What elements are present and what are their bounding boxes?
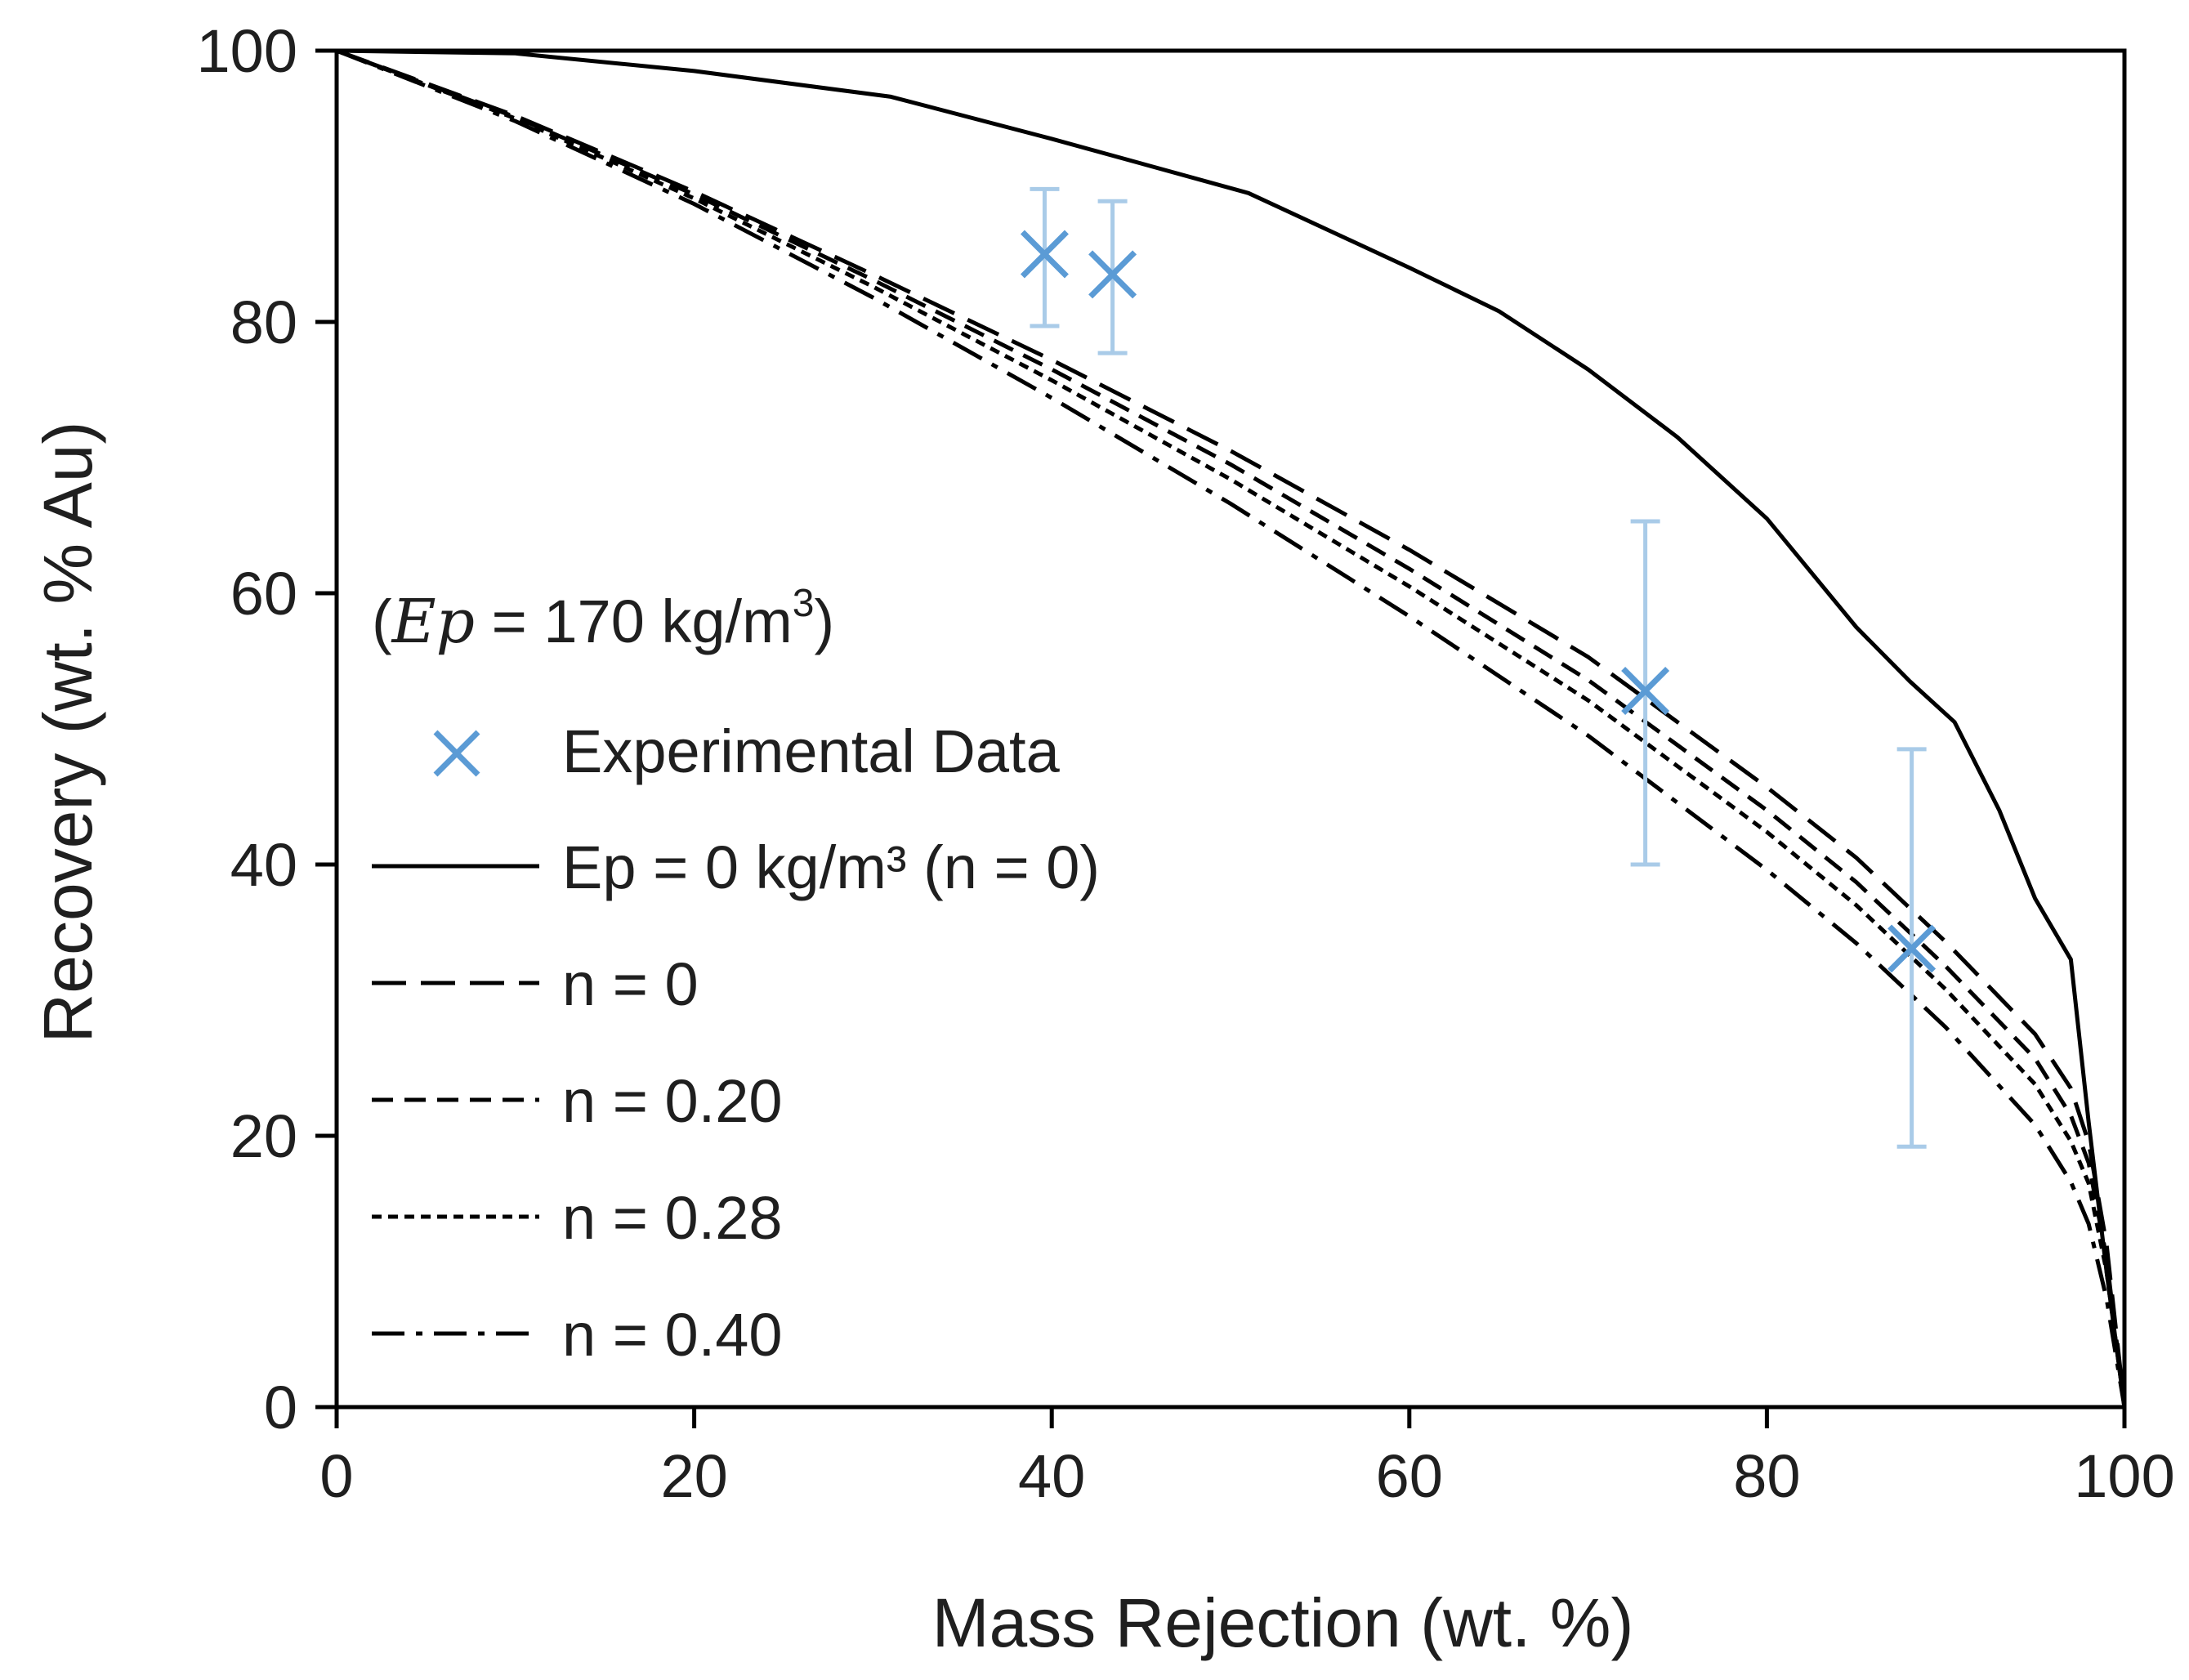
x-tick-label: 40	[1018, 1442, 1085, 1510]
y-tick-label: 20	[230, 1102, 297, 1170]
ep-annotation: (Ep = 170 kg/m3)	[372, 582, 834, 657]
legend: Experimental Data Ep = 0 kg/m³ (n = 0) n…	[372, 717, 1100, 1369]
x-axis-title: Mass Rejection (wt. %)	[932, 1584, 1634, 1661]
y-tick-label: 60	[230, 560, 297, 628]
x-tick-label: 60	[1376, 1442, 1443, 1510]
ep-annotation-superscript: 3	[793, 582, 815, 625]
ep-annotation-value: = 170 kg/m	[475, 588, 793, 655]
legend-label: n = 0.20	[562, 1067, 783, 1135]
x-marker	[1887, 924, 1937, 973]
experimental-point	[1020, 186, 1069, 328]
x-marker	[1088, 250, 1137, 299]
series-line-long-dash	[336, 48, 2127, 1408]
series-line-solid	[336, 48, 2127, 1408]
ep-annotation-close: )	[814, 588, 834, 655]
experimental-point	[1621, 519, 1670, 867]
legend-item-n-040: n = 0.40	[372, 1301, 783, 1369]
y-tick-label: 0	[264, 1374, 297, 1441]
legend-label: Experimental Data	[562, 717, 1061, 785]
legend-item-n-020: n = 0.20	[372, 1067, 783, 1135]
y-tick-label: 40	[230, 831, 297, 899]
x-tick-label: 100	[2074, 1442, 2174, 1510]
series-layer	[336, 48, 2127, 1408]
series-line-short-dash	[336, 48, 2127, 1408]
x-tick-label: 20	[660, 1442, 727, 1510]
y-axis-title: Recovery (wt. % Au)	[29, 422, 106, 1043]
legend-item-n-028: n = 0.28	[372, 1184, 783, 1252]
legend-label: n = 0.40	[562, 1301, 783, 1369]
y-tick-label: 100	[197, 17, 297, 85]
series-line-dash-dot	[336, 48, 2127, 1408]
legend-x-marker-icon	[433, 730, 480, 777]
ep-annotation-variable: Ep	[391, 587, 475, 657]
series-line-dash	[336, 48, 2127, 1408]
x-marker	[1020, 230, 1069, 279]
experimental-point	[1088, 199, 1137, 355]
legend-label: n = 0	[562, 950, 699, 1018]
legend-label: Ep = 0 kg/m³ (n = 0)	[562, 833, 1100, 901]
legend-item-ep-0: Ep = 0 kg/m³ (n = 0)	[372, 833, 1100, 901]
legend-item-experimental-data: Experimental Data	[433, 717, 1061, 785]
markers-layer	[1020, 186, 1937, 1149]
ep-annotation-open: (	[372, 588, 392, 655]
legend-label: n = 0.28	[562, 1184, 783, 1252]
x-marker	[1621, 667, 1670, 715]
experimental-point	[1887, 747, 1937, 1149]
axes-layer: 0 20 40 60 80 100 0 20 40 60 80 100	[197, 17, 2175, 1510]
y-tick-label: 80	[230, 288, 297, 356]
x-tick-label: 0	[319, 1442, 353, 1510]
plot-frame	[334, 48, 2127, 1410]
legend-item-n-0: n = 0	[372, 950, 699, 1018]
x-tick-label: 80	[1733, 1442, 1800, 1510]
